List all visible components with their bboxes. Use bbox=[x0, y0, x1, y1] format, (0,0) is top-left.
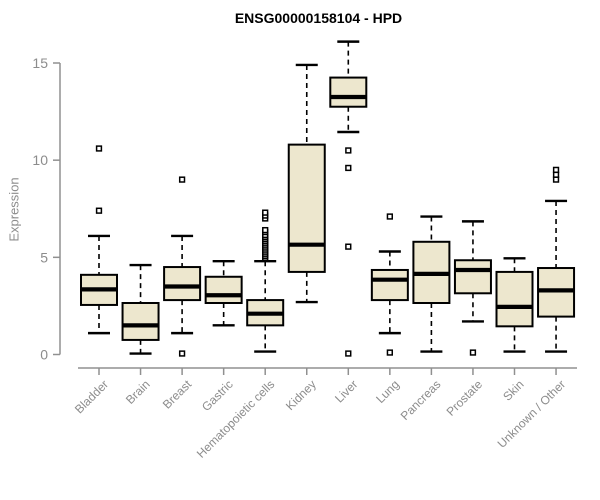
x-tick-label: Brain bbox=[123, 377, 153, 407]
outlier-point bbox=[386, 349, 394, 356]
y-tick-label: 15 bbox=[32, 55, 48, 71]
iqr-box bbox=[204, 275, 243, 305]
box-hematopoietic-cells bbox=[246, 209, 285, 353]
outlier-point bbox=[552, 176, 560, 183]
box-breast bbox=[163, 176, 202, 357]
x-tick-label: Bladder bbox=[72, 377, 111, 416]
x-tick-label: Hematopoietic cells bbox=[194, 377, 277, 460]
outlier-point bbox=[178, 350, 186, 357]
x-tick-label: Kidney bbox=[283, 377, 319, 413]
outlier-point bbox=[345, 164, 352, 172]
box-brain bbox=[121, 263, 160, 355]
box-pancreas bbox=[412, 215, 451, 353]
outlier-point bbox=[386, 213, 394, 220]
box-prostate bbox=[453, 220, 492, 356]
box-skin bbox=[495, 257, 534, 353]
x-tick-label: Gastric bbox=[199, 377, 236, 414]
iqr-box bbox=[370, 268, 409, 302]
x-tick-label: Pancreas bbox=[398, 377, 444, 423]
outlier-point bbox=[345, 350, 352, 357]
outlier-point bbox=[345, 147, 352, 154]
box-bladder bbox=[80, 145, 118, 335]
outlier-point bbox=[95, 207, 103, 214]
iqr-box bbox=[163, 266, 202, 302]
y-tick-label: 5 bbox=[40, 249, 48, 265]
y-tick-label: 10 bbox=[32, 152, 48, 168]
iqr-box bbox=[495, 270, 534, 328]
outlier-point bbox=[345, 243, 352, 250]
outlier-point bbox=[552, 171, 560, 178]
x-tick-label: Lung bbox=[373, 377, 402, 406]
box-lung bbox=[370, 213, 409, 356]
iqr-box bbox=[121, 302, 160, 341]
outlier-point bbox=[95, 145, 103, 152]
box-kidney bbox=[287, 63, 326, 304]
chart-title: ENSG00000158104 - HPD bbox=[234, 10, 403, 26]
x-tick-label: Breast bbox=[160, 377, 195, 412]
y-tick-label: 0 bbox=[40, 347, 48, 363]
box-liver bbox=[329, 40, 368, 357]
x-tick-label: Liver bbox=[332, 377, 360, 405]
outlier-point bbox=[552, 166, 560, 174]
x-tick-label: Skin bbox=[500, 377, 526, 403]
iqr-box bbox=[287, 143, 326, 273]
outlier-point bbox=[262, 226, 269, 234]
outlier-point bbox=[262, 209, 269, 216]
outlier-point bbox=[469, 349, 477, 356]
outlier-point bbox=[178, 176, 186, 183]
box-unknown-other bbox=[537, 166, 576, 353]
y-axis: 0 5 10 15 bbox=[32, 55, 61, 363]
box-gastric bbox=[204, 260, 243, 327]
iqr-box bbox=[329, 76, 368, 108]
iqr-box bbox=[453, 259, 492, 295]
x-tick-label: Prostate bbox=[444, 377, 486, 419]
